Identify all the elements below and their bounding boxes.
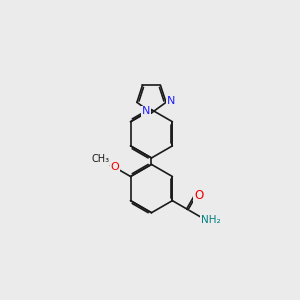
Text: NH₂: NH₂ xyxy=(200,214,220,225)
Text: N: N xyxy=(167,96,176,106)
Text: O: O xyxy=(110,162,119,172)
Text: CH₃: CH₃ xyxy=(91,154,109,164)
Text: N: N xyxy=(142,106,150,116)
Text: O: O xyxy=(194,189,204,203)
